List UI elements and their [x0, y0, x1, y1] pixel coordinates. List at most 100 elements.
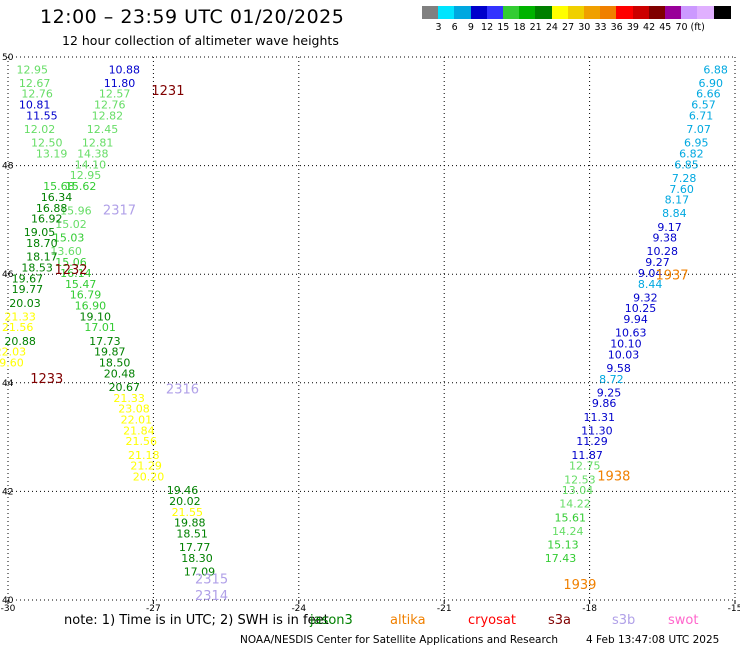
legend-label: 24	[545, 22, 558, 33]
legend-swatch	[665, 6, 682, 19]
pass-time-label: 1231	[151, 84, 184, 99]
x-tick-label: -15	[728, 604, 740, 614]
wave-height-value: 14.10	[75, 158, 107, 171]
wave-height-value: 16.88	[36, 202, 68, 215]
legend-swatch	[438, 6, 456, 19]
wave-height-value: 17.01	[84, 321, 116, 334]
wave-height-value: 8.72	[599, 373, 624, 386]
wave-height-value: 19.88	[174, 517, 206, 530]
wave-height-value: 6.95	[684, 137, 709, 150]
wave-height-value: 19.46	[167, 484, 199, 497]
legend-swatch	[713, 6, 731, 19]
wave-height-value: 7.28	[672, 172, 697, 185]
y-tick-label: 44	[2, 379, 14, 389]
wave-height-value: 12.57	[99, 88, 131, 101]
wave-height-value: 21.33	[113, 392, 145, 405]
pass-time-label: 2315	[195, 573, 228, 588]
wave-height-value: 10.25	[625, 302, 657, 315]
wave-height-value: 9.86	[592, 397, 617, 410]
wave-height-value: 16.90	[75, 299, 107, 312]
wave-height-value: 16.92	[31, 213, 63, 226]
legend-swatch	[422, 6, 439, 19]
wave-height-value: 12.45	[87, 123, 119, 136]
wave-height-value: 20.02	[169, 495, 201, 508]
wave-height-value: 8.84	[662, 207, 687, 220]
wave-height-value: 15.68	[43, 180, 75, 193]
wave-height-value: 18.30	[181, 552, 213, 565]
wave-height-value: 18.50	[99, 357, 131, 370]
wave-height-value: 18.51	[176, 528, 208, 541]
x-tick-label: -27	[146, 604, 161, 614]
wave-height-value: 11.31	[584, 411, 616, 424]
wave-height-value: 18.17	[26, 251, 58, 264]
wave-height-value: 14.24	[552, 525, 584, 538]
wave-height-value: 16.79	[70, 289, 102, 302]
y-tick-label: 40	[2, 596, 14, 606]
legend-swatch	[519, 6, 537, 19]
wave-height-value: 21.84	[123, 424, 155, 437]
legend-label: (ft)	[690, 22, 705, 33]
wave-height-value: 9.27	[645, 256, 670, 269]
wave-height-value: 19.67	[12, 272, 44, 285]
wave-height-value: 19.10	[79, 310, 111, 323]
pass-time-label: 2314	[195, 589, 228, 604]
wave-height-value: 19.77	[12, 283, 44, 296]
wave-height-value: 6.71	[689, 109, 714, 122]
map-subtitle: 12 hour collection of altimeter wave hei…	[62, 33, 339, 48]
y-tick-label: 46	[2, 270, 14, 280]
wave-height-value: 19.87	[94, 346, 126, 359]
wave-height-value: 21.18	[128, 449, 160, 462]
legend-swatch	[697, 6, 715, 19]
legend-label: 39	[626, 22, 639, 33]
wave-height-value: 13.04	[562, 484, 594, 497]
wave-height-value: 15.96	[60, 204, 92, 217]
satellite-cryosat: cryosat	[468, 613, 516, 628]
satellite-s3a: s3a	[548, 613, 572, 628]
wave-height-value: 17.73	[89, 335, 121, 348]
wave-height-value: 15.13	[547, 538, 579, 551]
legend-swatch	[584, 6, 601, 19]
legend-swatch	[648, 6, 666, 19]
map-grid	[7, 56, 736, 601]
legend-label: 33	[594, 22, 607, 33]
wave-height-value: 14.38	[77, 147, 109, 160]
legend-label: 9	[467, 22, 474, 33]
legend-label: 12	[481, 22, 494, 33]
y-tick-label: 48	[2, 162, 14, 172]
generated-timestamp: 4 Feb 13:47:08 UTC 2025	[586, 634, 720, 646]
wave-height-value: 9.38	[652, 232, 677, 245]
wave-height-value: 12.75	[569, 460, 601, 473]
map-title: 12:00 – 23:59 UTC 01/20/2025	[40, 6, 345, 28]
wave-height-value: 15.62	[65, 180, 97, 193]
pass-time-label: 1232	[54, 263, 87, 278]
wave-height-value: 11.29	[576, 435, 608, 448]
wave-height-value: 9.17	[657, 221, 682, 234]
wave-height-value: 12.53	[564, 473, 596, 486]
wave-height-value: 6.90	[699, 77, 724, 90]
satellite-s3b: s3b	[612, 613, 636, 628]
wave-height-value: 12.02	[24, 123, 56, 136]
wave-height-value: 20.88	[4, 335, 36, 348]
wave-height-value: 15.02	[55, 218, 87, 231]
wave-height-value: 7.07	[686, 123, 711, 136]
y-tick-label: 42	[2, 487, 13, 497]
wave-height-value: 12.76	[21, 88, 53, 101]
wave-height-value: 22.03	[0, 346, 26, 359]
wave-height-value: 6.82	[679, 147, 704, 160]
pass-time-label: 1233	[30, 372, 63, 387]
wave-height-value: 13.60	[50, 245, 82, 258]
pass-time-label: 1938	[597, 470, 630, 485]
wave-height-value: 8.17	[665, 194, 690, 207]
wave-height-value: 15.47	[65, 278, 97, 291]
wave-height-value: 20.67	[109, 381, 141, 394]
pass-time-label: 1937	[655, 269, 688, 284]
legend-label: 30	[578, 22, 591, 33]
wave-height-value: 10.81	[19, 99, 51, 112]
wave-height-value: 6.85	[674, 158, 699, 171]
wave-height-value: 9.94	[623, 313, 648, 326]
wave-height-value: 9.25	[597, 386, 622, 399]
credit-line: NOAA/NESDIS Center for Satellite Applica…	[240, 634, 558, 646]
wave-height-value: 6.57	[691, 99, 716, 112]
legend-label: 42	[643, 22, 656, 33]
wave-height-value: 10.88	[109, 63, 141, 76]
